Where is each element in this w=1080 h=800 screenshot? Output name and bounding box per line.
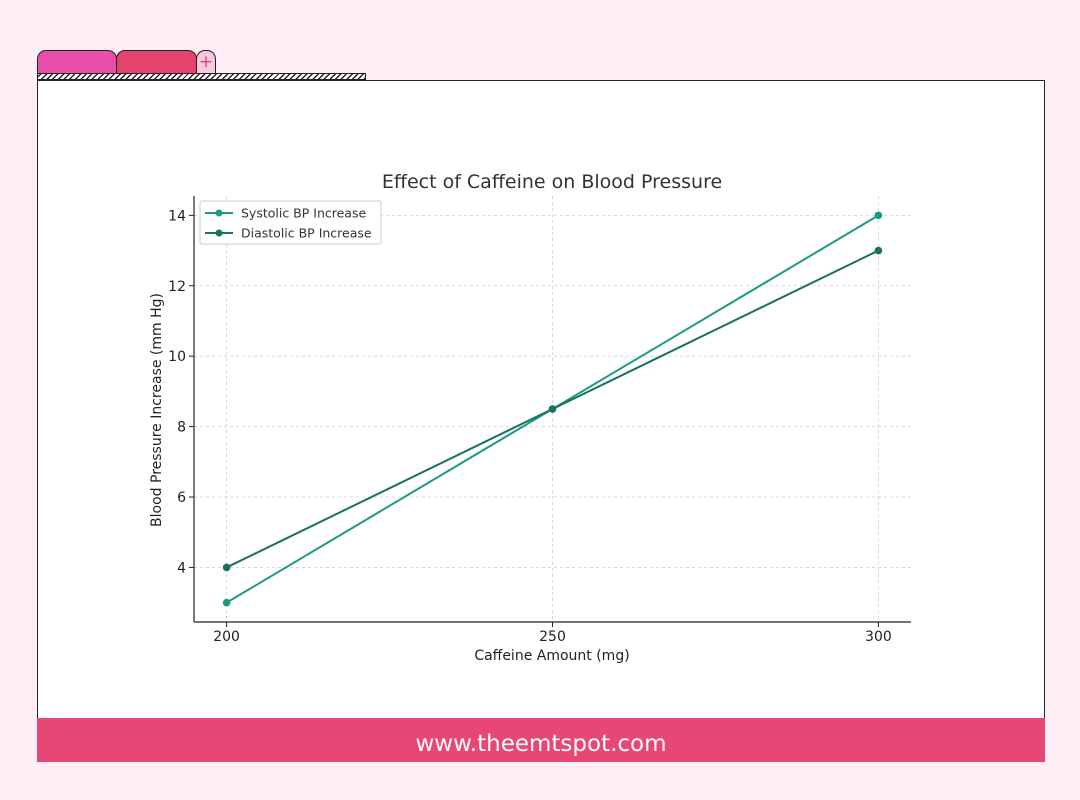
data-point-diastolic-bp-increase <box>548 405 557 413</box>
x-tick-label: 200 <box>213 629 240 645</box>
data-point-diastolic-bp-increase <box>222 563 231 572</box>
y-tick-label: 6 <box>177 490 186 506</box>
footer-url: www.theemtspot.com <box>415 731 667 757</box>
legend: Systolic BP Increase Diastolic BP Increas… <box>199 200 382 245</box>
data-point-systolic-bp-increase <box>222 598 231 607</box>
line-chart: 200 250 300 4 6 8 10 12 14 Effect of Caffeine on… <box>149 171 911 664</box>
y-tick-label: 10 <box>168 349 186 365</box>
legend-label-diastolic-bp-increase: Diastolic BP Increase <box>241 226 372 241</box>
content-panel: 200 250 300 4 6 8 10 12 14 Effect of Caffeine on… <box>37 80 1045 718</box>
data-point-systolic-bp-increase <box>874 211 883 220</box>
legend-label-systolic-bp-increase: Systolic BP Increase <box>241 206 366 221</box>
add-tab-button[interactable]: + <box>196 50 216 74</box>
chart-title: Effect of Caffeine on Blood Pressure <box>382 171 722 193</box>
y-tick-label: 8 <box>177 420 186 436</box>
legend-box <box>199 200 382 245</box>
y-tick-label: 14 <box>168 208 186 224</box>
data-point-diastolic-bp-increase <box>874 246 883 255</box>
x-tick-label: 250 <box>539 629 566 645</box>
tab-2[interactable] <box>116 50 197 74</box>
legend-marker-systolic-bp-increase <box>215 209 223 217</box>
plus-icon: + <box>198 52 214 72</box>
y-tick-label: 4 <box>177 560 186 576</box>
footer-banner: www.theemtspot.com <box>37 718 1045 762</box>
legend-marker-diastolic-bp-increase <box>215 229 223 237</box>
x-axis-label: Caffeine Amount (mg) <box>474 648 629 664</box>
y-tick-label: 12 <box>168 279 186 295</box>
tab-1[interactable] <box>37 50 117 74</box>
hatched-strip <box>37 73 366 80</box>
x-tick-label: 300 <box>865 629 892 645</box>
y-axis-label: Blood Pressure Increase (mm Hg) <box>149 293 165 527</box>
